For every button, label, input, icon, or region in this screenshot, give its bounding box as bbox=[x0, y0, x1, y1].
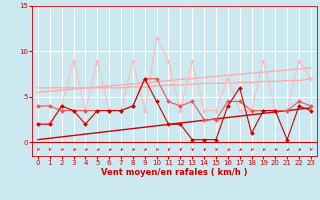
X-axis label: Vent moyen/en rafales ( km/h ): Vent moyen/en rafales ( km/h ) bbox=[101, 168, 248, 177]
